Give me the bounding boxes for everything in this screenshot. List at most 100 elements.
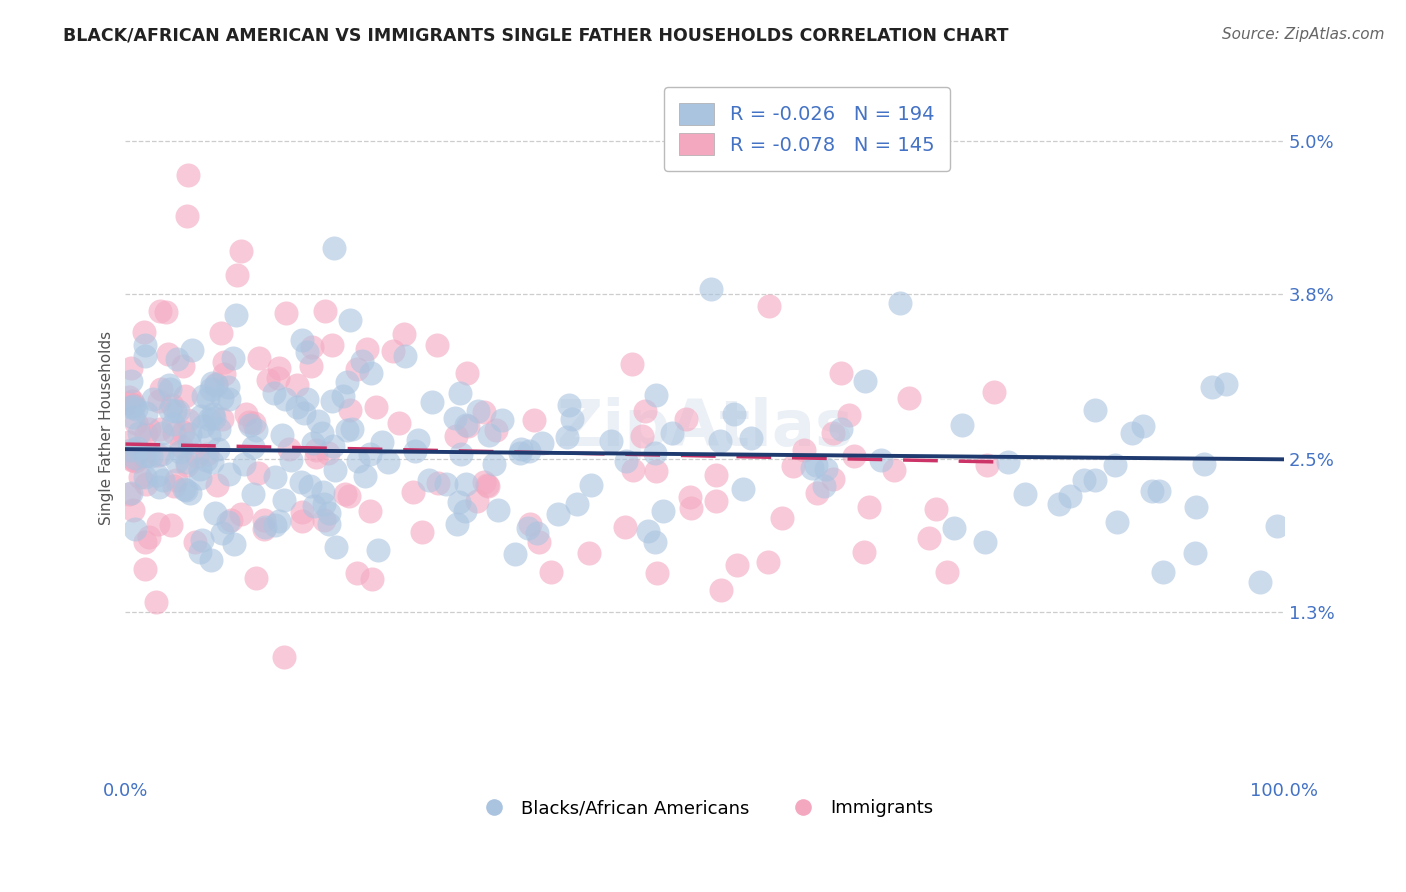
Point [239,417,262,432]
Point [205,376,228,391]
Point [121,393,143,408]
Point [191,419,214,434]
Point [225,309,247,323]
Point [177,436,200,450]
Point [346,361,368,376]
Point [146,468,169,483]
Point [207,477,229,491]
Point [1152,565,1174,579]
Point [150,382,173,396]
Point [202,411,225,425]
Point [472,405,495,419]
Point [661,425,683,440]
Point [188,462,211,476]
Point [242,440,264,454]
Point [183,535,205,549]
Point [347,454,370,468]
Point [1084,403,1107,417]
Point [645,566,668,580]
Point [449,385,471,400]
Point [679,490,702,504]
Point [177,168,200,182]
Point [844,449,866,463]
Point [150,425,173,440]
Legend: Blacks/African Americans, Immigrants: Blacks/African Americans, Immigrants [468,792,941,824]
Point [134,535,156,549]
Point [359,447,381,461]
Point [883,463,905,477]
Point [247,466,270,480]
Point [318,506,340,520]
Point [614,454,637,468]
Point [704,467,727,482]
Point [156,346,179,360]
Point [118,390,141,404]
Point [307,414,329,428]
Point [159,403,181,417]
Point [304,450,326,464]
Text: BLACK/AFRICAN AMERICAN VS IMMIGRANTS SINGLE FATHER HOUSEHOLDS CORRELATION CHART: BLACK/AFRICAN AMERICAN VS IMMIGRANTS SIN… [63,27,1008,45]
Point [526,525,548,540]
Point [157,378,180,392]
Point [561,412,583,426]
Point [1147,483,1170,498]
Point [830,422,852,436]
Point [1184,546,1206,560]
Point [176,455,198,469]
Point [346,566,368,580]
Point [163,479,186,493]
Point [418,473,440,487]
Point [212,367,235,381]
Point [531,435,554,450]
Point [997,455,1019,469]
Point [128,470,150,484]
Point [134,338,156,352]
Point [247,351,270,366]
Point [613,519,636,533]
Point [197,391,219,405]
Point [163,425,186,440]
Point [477,479,499,493]
Point [323,462,346,476]
Point [426,475,449,490]
Point [208,422,231,436]
Text: Source: ZipAtlas.com: Source: ZipAtlas.com [1222,27,1385,42]
Point [631,429,654,443]
Point [1201,380,1223,394]
Point [122,451,145,466]
Point [740,431,762,445]
Point [125,442,148,456]
Point [135,427,157,442]
Point [122,503,145,517]
Point [725,558,748,573]
Point [540,565,562,579]
Point [558,398,581,412]
Point [155,305,177,319]
Point [302,436,325,450]
Point [1192,457,1215,471]
Point [853,374,876,388]
Point [1084,473,1107,487]
Point [806,486,828,500]
Point [821,472,844,486]
Point [124,451,146,466]
Point [527,535,550,549]
Point [733,482,755,496]
Point [198,428,221,442]
Point [142,392,165,407]
Point [475,477,498,491]
Point [201,376,224,391]
Point [202,408,225,422]
Point [314,304,336,318]
Point [936,565,959,579]
Point [152,473,174,487]
Point [273,493,295,508]
Point [211,412,233,426]
Point [243,416,266,430]
Point [122,398,145,412]
Point [280,452,302,467]
Point [173,389,195,403]
Point [299,359,322,373]
Point [804,458,827,472]
Point [217,380,239,394]
